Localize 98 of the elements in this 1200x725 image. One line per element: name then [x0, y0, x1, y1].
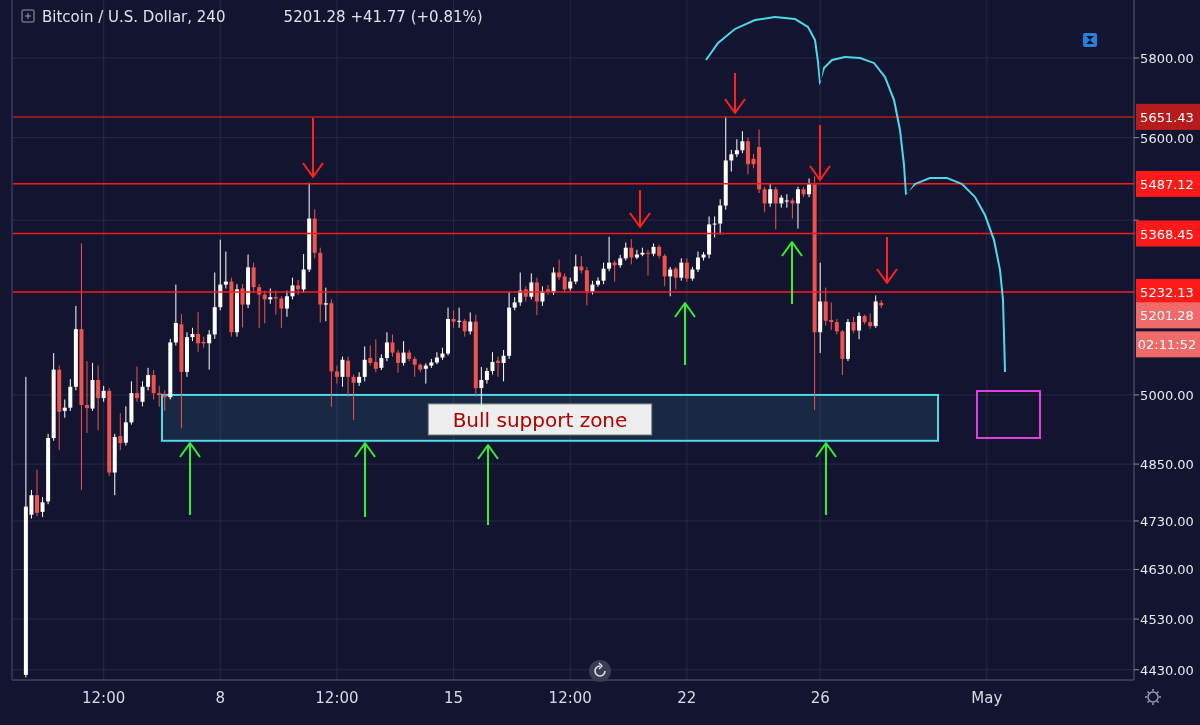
- candlestick: [601, 262, 606, 285]
- candlestick: [368, 345, 373, 367]
- candlestick: [490, 351, 495, 376]
- y-tick-label: 4730.00: [1140, 513, 1194, 529]
- candlestick: [346, 356, 351, 398]
- x-tick-label: 22: [677, 689, 697, 707]
- candlestick: [412, 356, 417, 378]
- candlestick: [551, 266, 556, 296]
- candlestick: [740, 130, 745, 154]
- candlestick: [695, 251, 700, 273]
- candlestick: [279, 295, 284, 329]
- y-tick-label: 4530.00: [1140, 612, 1194, 628]
- y-tick-label: 4630.00: [1140, 562, 1194, 578]
- candlestick: [118, 412, 123, 451]
- candlestick: [768, 183, 773, 208]
- candlestick: [373, 338, 378, 373]
- candlestick: [173, 284, 178, 347]
- candlestick: [68, 378, 73, 412]
- candlestick: [479, 366, 484, 412]
- candlestick: [634, 249, 639, 260]
- candlestick: [362, 345, 367, 382]
- x-tick-label: 8: [215, 689, 226, 707]
- y-tick-label: 5000.00: [1140, 387, 1194, 403]
- text: Bitcoin / U.S. Dollar, 240: [42, 8, 226, 26]
- candlestick: [96, 365, 101, 431]
- candlestick: [795, 186, 800, 230]
- text: 5201.28: [1140, 308, 1194, 324]
- band-label: Bull support zone: [452, 407, 628, 432]
- x-tick-label: 12:00: [548, 689, 592, 707]
- candlestick: [573, 254, 578, 285]
- text: 02:11:52: [1137, 337, 1197, 353]
- candlestick: [62, 398, 67, 419]
- text: 5201.28 +41.77 (+0.81%): [283, 8, 483, 26]
- y-tick-label: 5600.00: [1140, 130, 1194, 146]
- candlestick: [679, 257, 684, 282]
- candlestick: [196, 311, 201, 353]
- x-tick-label: 12:00: [82, 689, 126, 707]
- candlestick: [134, 366, 139, 403]
- candlestick: [157, 385, 162, 408]
- ref-line-label: 5651.43: [1140, 109, 1194, 125]
- candlestick: [84, 360, 89, 434]
- candlestick: [384, 331, 389, 362]
- candlestick: [607, 236, 612, 272]
- x-tick-label: May: [971, 689, 1003, 707]
- candlestick: [762, 186, 767, 213]
- x-tick-label: 26: [810, 689, 830, 707]
- candlestick: [645, 249, 650, 277]
- candlestick: [773, 186, 778, 230]
- candlestick: [390, 333, 395, 358]
- candlestick: [734, 138, 739, 158]
- candlestick: [35, 469, 39, 517]
- x-tick-label: 12:00: [315, 689, 359, 707]
- candlestick: [584, 266, 589, 306]
- candlestick: [468, 311, 473, 335]
- candlestick: [146, 367, 151, 391]
- candlestick: [629, 238, 634, 265]
- candlestick: [807, 178, 812, 198]
- candlestick: [407, 349, 412, 362]
- candlestick: [207, 329, 212, 371]
- candlestick: [501, 349, 506, 382]
- candlestick: [296, 279, 301, 296]
- candlestick: [684, 257, 689, 283]
- candlestick: [712, 215, 717, 239]
- candlestick: [351, 374, 356, 421]
- candlestick: [151, 369, 156, 400]
- candlestick: [140, 380, 145, 407]
- ref-line-label: 5487.12: [1140, 176, 1194, 192]
- candlestick: [562, 272, 567, 294]
- candlestick: [240, 283, 245, 328]
- candlestick: [223, 251, 228, 289]
- candlestick: [423, 362, 428, 385]
- candlestick: [534, 277, 539, 316]
- candlestick: [40, 496, 45, 518]
- candlestick: [529, 272, 534, 300]
- candlestick: [396, 349, 401, 374]
- candlestick: [334, 365, 339, 385]
- candlestick: [323, 287, 328, 322]
- candlestick: [857, 311, 862, 340]
- candlestick: [596, 276, 600, 288]
- ref-line-label: 5232.13: [1140, 284, 1194, 300]
- candlestick: [673, 266, 678, 290]
- candlestick: [457, 307, 462, 329]
- candlestick: [340, 356, 345, 388]
- candlestick: [729, 149, 734, 173]
- candlestick: [662, 253, 667, 287]
- candlestick: [301, 253, 306, 294]
- candlestick: [284, 290, 289, 318]
- y-tick-label: 4430.00: [1140, 662, 1194, 678]
- y-tick-label: 4850.00: [1140, 457, 1194, 473]
- ref-line-label: 5368.45: [1140, 226, 1194, 242]
- candlestick: [718, 198, 723, 236]
- candlestick: [784, 193, 789, 209]
- candlestick: [401, 340, 406, 367]
- x-tick-label: 15: [444, 689, 464, 707]
- candlestick: [251, 262, 256, 294]
- y-tick-label: 5800.00: [1140, 50, 1194, 66]
- candlestick: [745, 137, 750, 175]
- candlestick: [123, 405, 128, 446]
